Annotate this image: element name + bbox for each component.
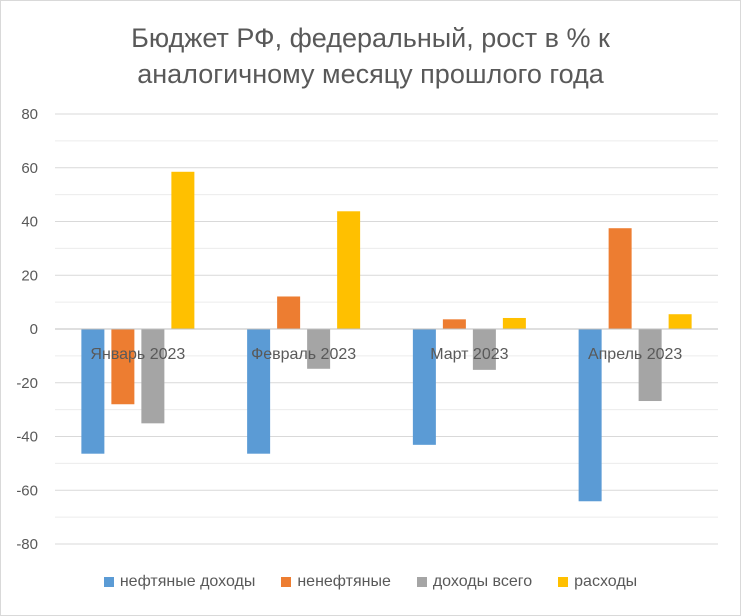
legend-label: расходы <box>574 573 638 590</box>
category-label: Январь 2023 <box>90 346 185 363</box>
chart-title-line-1: Бюджет РФ, федеральный, рост в % к <box>131 23 610 53</box>
bar <box>668 314 692 329</box>
bar <box>277 296 301 329</box>
chart-title: Бюджет РФ, федеральный, рост в % к анало… <box>0 20 741 92</box>
y-tick-label: 40 <box>21 214 38 231</box>
bar <box>337 211 361 329</box>
bar <box>171 171 195 329</box>
y-tick-label: 0 <box>30 321 38 338</box>
y-tick-label: 60 <box>21 160 38 177</box>
y-tick-label: -40 <box>16 429 38 446</box>
bar <box>638 329 662 402</box>
legend-item-expenditure: расходы <box>558 573 637 591</box>
category-label: Апрель 2023 <box>588 346 682 363</box>
legend-label: доходы всего <box>432 573 533 590</box>
legend-item-oil-revenue: нефтяные доходы <box>103 573 256 591</box>
bar <box>502 317 526 329</box>
y-tick-label: -80 <box>16 536 38 553</box>
legend-swatch <box>281 577 292 587</box>
bar <box>247 329 271 454</box>
bar <box>442 319 466 329</box>
legend-label: ненефтяные <box>297 573 391 590</box>
category-label: Март 2023 <box>430 346 508 363</box>
bar <box>472 329 496 370</box>
chart-title-line-2: аналогичному месяцу прошлого года <box>137 59 604 89</box>
category-label: Февраль 2023 <box>251 346 356 363</box>
y-tick-label: -60 <box>16 482 38 499</box>
legend-label: нефтяные доходы <box>119 573 256 590</box>
y-tick-label: 20 <box>21 267 38 284</box>
bar <box>578 329 602 502</box>
legend-item-total-revenue: доходы всего <box>416 573 533 591</box>
bar <box>81 329 105 454</box>
legend-swatch <box>416 577 427 587</box>
chart-legend: нефтяные доходы ненефтяные доходы всего … <box>0 573 741 591</box>
legend-swatch <box>558 577 569 587</box>
legend-swatch <box>103 577 114 587</box>
bar <box>608 228 632 329</box>
y-tick-label: 80 <box>21 106 38 123</box>
y-tick-label: -20 <box>16 375 38 392</box>
bar <box>141 329 165 424</box>
bar <box>412 329 436 445</box>
bar <box>307 329 331 369</box>
legend-item-non-oil: ненефтяные <box>281 573 391 591</box>
bar <box>111 329 135 405</box>
